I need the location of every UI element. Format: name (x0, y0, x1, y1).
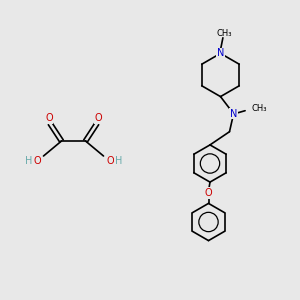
Text: O: O (205, 188, 212, 198)
Text: N: N (230, 109, 237, 119)
Text: CH₃: CH₃ (216, 28, 232, 38)
Text: H: H (25, 156, 32, 166)
Text: H: H (115, 156, 122, 166)
Text: CH₃: CH₃ (251, 104, 267, 113)
Text: N: N (217, 48, 224, 59)
Text: O: O (33, 156, 41, 166)
Text: O: O (94, 113, 102, 123)
Text: O: O (106, 156, 114, 166)
Text: O: O (45, 113, 53, 123)
